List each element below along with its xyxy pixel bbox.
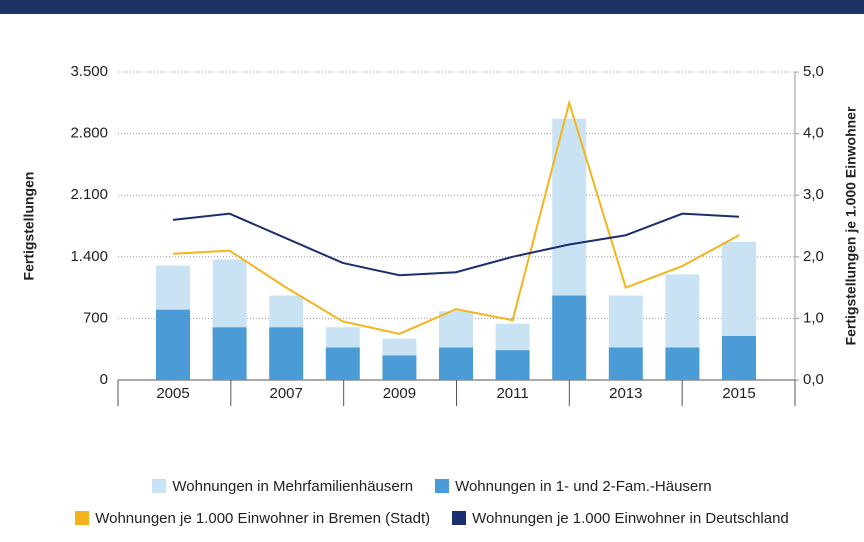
line	[172, 212, 740, 277]
bar	[608, 347, 643, 380]
bar	[269, 327, 304, 380]
legend-label: Wohnungen in Mehrfamilienhäusern	[172, 478, 414, 495]
legend-swatch	[75, 511, 90, 525]
line	[172, 99, 740, 335]
legend-label: Wohnungen je 1.000 Einwohner in Deutschl…	[472, 510, 789, 527]
x-tick-label: 2005	[156, 385, 189, 402]
bar	[325, 347, 360, 380]
y-tick-label: 3.500	[70, 63, 108, 80]
bar	[722, 336, 756, 380]
bar	[269, 295, 304, 328]
legend-swatch	[152, 479, 167, 493]
bar	[156, 265, 190, 310]
y-tick-label: 2.100	[70, 186, 108, 203]
x-tick-label: 2007	[270, 385, 303, 402]
bar	[495, 350, 530, 380]
y2-axis-label: Fertigstellungen je 1.000 Einwohner	[843, 106, 859, 345]
bar	[665, 347, 700, 380]
legend-label: Wohnungen in 1- und 2-Fam.-Häusern	[455, 478, 712, 495]
bar	[212, 327, 247, 380]
y-tick-label: 1.400	[70, 248, 108, 265]
legend-swatch	[452, 511, 467, 525]
legend-item: Wohnungen je 1.000 Einwohner in Bremen (…	[75, 510, 430, 527]
bar	[325, 327, 360, 348]
y2-tick-label: 2,0	[803, 248, 824, 265]
y2-tick-label: 5,0	[803, 63, 824, 80]
bar	[382, 338, 417, 356]
bar	[495, 323, 530, 351]
bar	[439, 347, 473, 380]
bar	[212, 259, 247, 328]
y2-tick-label: 1,0	[803, 309, 824, 326]
bar	[608, 295, 643, 348]
legend-item: Wohnungen in 1- und 2-Fam.-Häusern	[435, 478, 712, 495]
legend-row: Wohnungen je 1.000 Einwohner in Bremen (…	[0, 510, 864, 527]
bar	[156, 309, 190, 380]
legend-item: Wohnungen je 1.000 Einwohner in Deutschl…	[452, 510, 789, 527]
legend-swatch	[435, 479, 450, 493]
legend-label: Wohnungen je 1.000 Einwohner in Bremen (…	[95, 510, 431, 527]
bar	[722, 241, 756, 336]
y-axis-label: Fertigstellungen	[21, 172, 37, 281]
y-tick-label: 2.800	[70, 125, 108, 142]
top-band	[0, 0, 864, 14]
legend-row: Wohnungen in Mehrfamilienhäusern Wohnunge…	[0, 478, 864, 495]
y-tick-label: 0	[100, 371, 108, 388]
bar	[552, 295, 587, 380]
bar	[439, 311, 473, 348]
x-tick-label: 2009	[383, 385, 416, 402]
x-tick-label: 2013	[609, 385, 642, 402]
x-tick-label: 2015	[722, 385, 755, 402]
legend-item: Wohnungen in Mehrfamilienhäusern	[152, 478, 413, 495]
bar	[382, 355, 417, 380]
y2-tick-label: 4,0	[803, 125, 824, 142]
y2-tick-label: 3,0	[803, 186, 824, 203]
x-tick-label: 2011	[496, 385, 528, 402]
y-tick-label: 700	[83, 309, 108, 326]
bar	[665, 274, 700, 348]
y2-tick-label: 0,0	[803, 371, 824, 388]
